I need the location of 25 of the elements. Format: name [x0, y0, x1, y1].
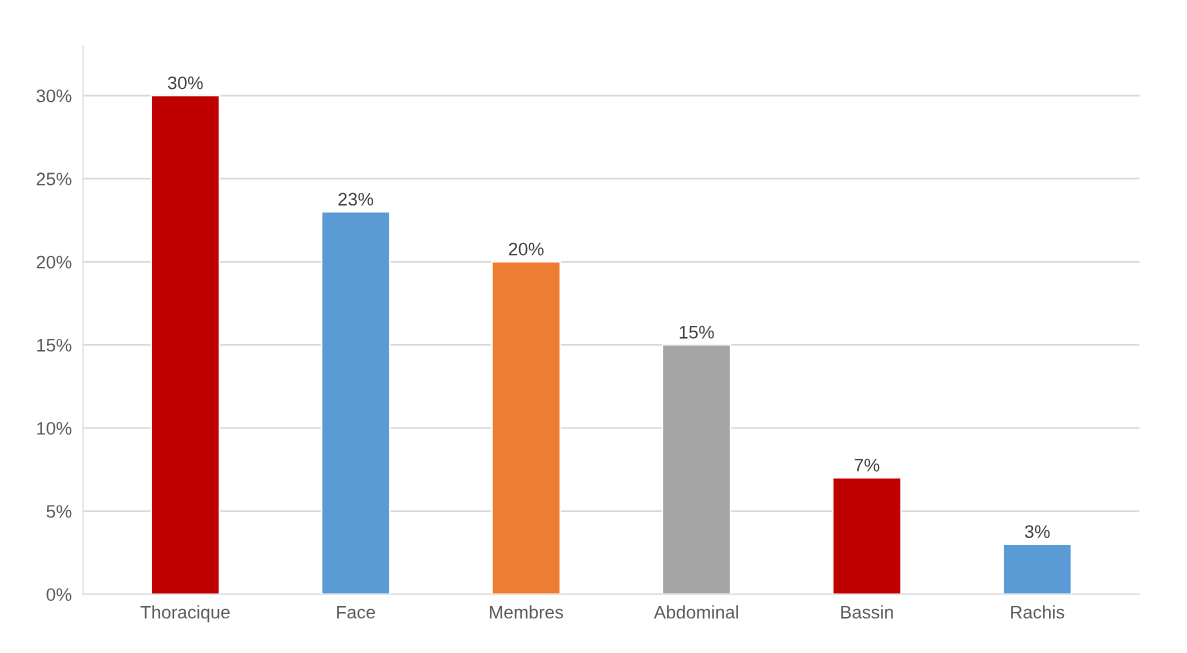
- data-label: 20%: [508, 242, 544, 256]
- y-tick-label: 15%: [37, 338, 72, 352]
- bar: [320, 211, 391, 595]
- data-label: 30%: [167, 76, 203, 90]
- bar: [1002, 543, 1073, 595]
- y-tick-label: 30%: [36, 89, 72, 103]
- y-tick-label: 0%: [46, 588, 72, 601]
- x-tick-label: Abdominal: [653, 605, 738, 619]
- bar: [491, 261, 561, 595]
- y-tick-label: 10%: [37, 421, 72, 435]
- x-tick-label: Bassin: [841, 605, 893, 619]
- x-tick-label: Face: [337, 606, 375, 619]
- bar: [661, 344, 732, 595]
- x-tick-label: Membres: [489, 605, 564, 619]
- x-tick-label: Thoracique: [140, 605, 230, 623]
- data-label: 7%: [854, 458, 880, 472]
- bar: [832, 477, 902, 595]
- data-label: 15%: [679, 325, 714, 339]
- data-label: 3%: [1024, 525, 1050, 539]
- data-label: 23%: [338, 192, 374, 206]
- bar: [150, 94, 221, 595]
- y-tick-label: 25%: [36, 172, 72, 186]
- y-tick-label: 5%: [46, 505, 72, 518]
- x-tick-label: Rachis: [1011, 605, 1065, 619]
- y-tick-label: 20%: [36, 255, 72, 269]
